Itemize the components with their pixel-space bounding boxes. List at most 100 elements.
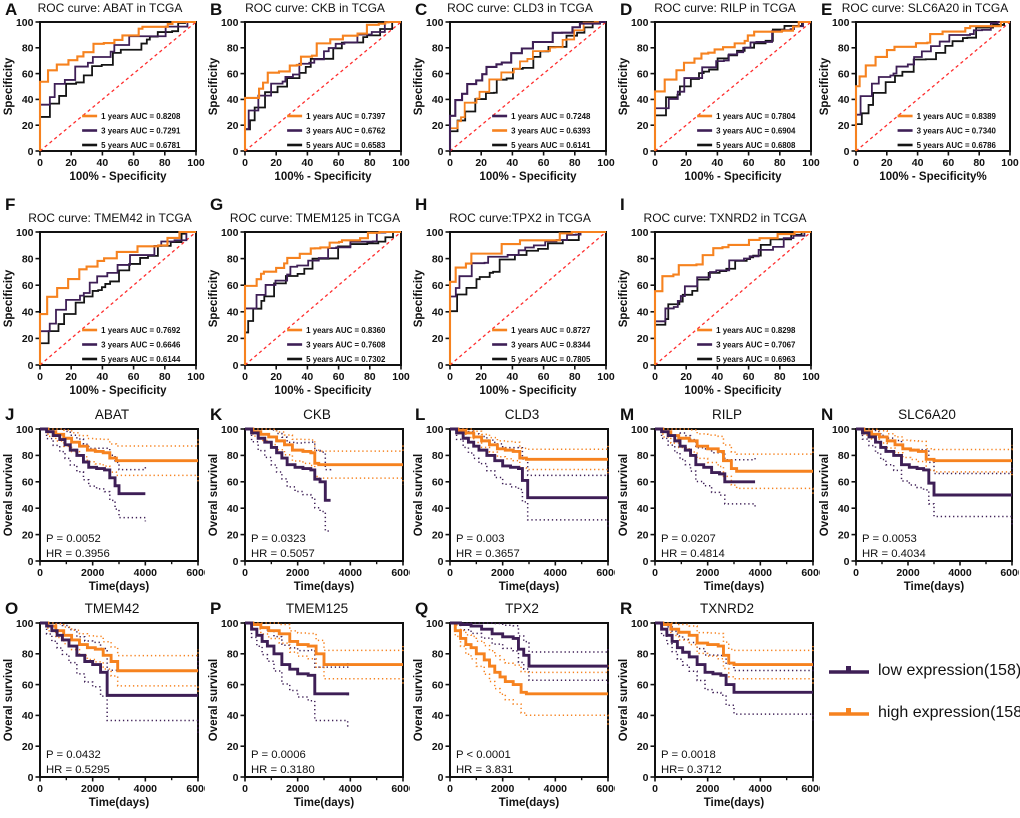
svg-text:80: 80	[637, 42, 649, 54]
svg-text:20: 20	[65, 371, 77, 383]
svg-text:0: 0	[37, 567, 43, 579]
svg-text:40: 40	[97, 157, 109, 169]
svg-text:80: 80	[838, 450, 850, 462]
svg-text:P = 0.0323: P = 0.0323	[251, 533, 306, 545]
svg-text:4000: 4000	[749, 567, 773, 579]
svg-text:20: 20	[637, 741, 649, 753]
svg-text:Time(days): Time(days)	[704, 581, 765, 593]
svg-text:40: 40	[302, 157, 314, 169]
svg-text:Specificity: Specificity	[618, 57, 630, 115]
svg-text:80: 80	[637, 648, 649, 660]
svg-text:80: 80	[838, 42, 850, 54]
svg-text:100: 100	[631, 424, 649, 436]
svg-text:HR = 0.4814: HR = 0.4814	[661, 548, 725, 560]
svg-text:100: 100	[16, 618, 34, 630]
svg-text:20: 20	[227, 529, 239, 541]
svg-text:40: 40	[302, 371, 314, 383]
svg-text:20: 20	[22, 333, 34, 345]
roc-panel-F: F ROC curve: TMEM42 in TCGA 0 20 40 60 80 100 0 2…	[3, 196, 205, 404]
svg-text:60: 60	[538, 371, 550, 383]
figure-legend: low expression(158) high expression(158)	[826, 662, 1020, 746]
panel-letter-I: I	[620, 195, 625, 214]
svg-text:100: 100	[597, 371, 615, 383]
svg-text:100: 100	[802, 157, 820, 169]
svg-text:0: 0	[643, 771, 649, 783]
svg-text:3 years AUC = 0.7608: 3 years AUC = 0.7608	[306, 340, 386, 349]
svg-text:100: 100	[631, 618, 649, 630]
svg-text:60: 60	[637, 280, 649, 292]
svg-text:40: 40	[227, 94, 239, 106]
svg-text:2000: 2000	[491, 783, 515, 795]
svg-text:80: 80	[637, 450, 649, 462]
svg-text:3 years AUC = 0.7291: 3 years AUC = 0.7291	[101, 126, 181, 135]
svg-text:3 years AUC = 0.6393: 3 years AUC = 0.6393	[511, 126, 591, 135]
svg-text:Specificity: Specificity	[819, 57, 831, 115]
svg-text:40: 40	[432, 503, 444, 515]
svg-text:80: 80	[159, 371, 171, 383]
svg-text:80: 80	[227, 648, 239, 660]
roc-plot-G: 0 20 40 60 80 100 0 20 40 60 80 100 100% - Specifici…	[208, 227, 410, 397]
svg-text:Overal survival: Overal survival	[618, 453, 630, 535]
svg-text:60: 60	[637, 679, 649, 691]
panel-title-K: CKB	[303, 407, 331, 422]
svg-text:HR= 0.3712: HR= 0.3712	[661, 764, 722, 776]
svg-text:40: 40	[22, 503, 34, 515]
svg-text:80: 80	[774, 157, 786, 169]
svg-text:100% - Specificity: 100% - Specificity	[274, 385, 372, 397]
svg-text:5 years AUC = 0.6141: 5 years AUC = 0.6141	[511, 141, 591, 150]
svg-text:5 years AUC = 0.7805: 5 years AUC = 0.7805	[511, 355, 591, 364]
roc-plot-F: 0 20 40 60 80 100 0 20 40 60 80 100 100% - Specifici…	[3, 227, 205, 397]
svg-text:80: 80	[973, 157, 985, 169]
panel-title-O: TMEM42	[84, 601, 140, 616]
svg-text:0: 0	[438, 359, 444, 371]
roc-panel-B: B ROC curve: CKB in TCGA 0 20 40 60 80 100 0 20 40…	[208, 1, 410, 195]
svg-text:Time(days): Time(days)	[704, 797, 765, 809]
svg-text:40: 40	[22, 94, 34, 106]
svg-text:60: 60	[22, 476, 34, 488]
svg-text:80: 80	[159, 157, 171, 169]
svg-text:40: 40	[22, 306, 34, 318]
panel-title-M: RILP	[711, 407, 742, 422]
svg-text:5 years AUC = 0.7302: 5 years AUC = 0.7302	[306, 355, 386, 364]
svg-text:80: 80	[569, 157, 581, 169]
svg-text:100: 100	[16, 227, 34, 239]
svg-text:20: 20	[637, 529, 649, 541]
svg-text:80: 80	[364, 371, 376, 383]
svg-text:0: 0	[242, 783, 248, 795]
legend-label-high: high expression(158)	[878, 704, 1020, 721]
low-expression-line-icon	[829, 666, 869, 674]
svg-text:60: 60	[743, 371, 755, 383]
svg-text:20: 20	[432, 120, 444, 132]
svg-text:1 years AUC = 0.8360: 1 years AUC = 0.8360	[306, 326, 386, 335]
svg-text:100: 100	[1001, 157, 1019, 169]
svg-text:40: 40	[637, 306, 649, 318]
svg-text:0: 0	[37, 371, 43, 383]
roc-plot-I: 0 20 40 60 80 100 0 20 40 60 80 100 100% - Specifici…	[618, 227, 820, 397]
svg-text:P = 0.0018: P = 0.0018	[661, 749, 716, 761]
panel-letter-G: G	[210, 195, 224, 214]
svg-text:P = 0.003: P = 0.003	[456, 533, 504, 545]
svg-text:1 years AUC = 0.7692: 1 years AUC = 0.7692	[101, 326, 181, 335]
svg-text:P = 0.0053: P = 0.0053	[862, 533, 917, 545]
svg-text:0: 0	[447, 371, 453, 383]
panel-title-C: ROC curve: CLD3 in TCGA	[447, 1, 593, 15]
svg-text:Overal survival: Overal survival	[413, 658, 425, 740]
roc-plot-B: 0 20 40 60 80 100 0 20 40 60 80 100 100% - Specifici…	[208, 17, 410, 183]
svg-text:Time(days): Time(days)	[294, 797, 355, 809]
svg-text:5 years AUC = 0.6786: 5 years AUC = 0.6786	[917, 141, 997, 150]
svg-text:80: 80	[22, 648, 34, 660]
svg-text:5 years AUC = 0.6963: 5 years AUC = 0.6963	[716, 355, 796, 364]
panel-title-B: ROC curve: CKB in TCGA	[245, 1, 385, 15]
svg-text:P = 0.0432: P = 0.0432	[46, 749, 101, 761]
svg-text:40: 40	[838, 94, 850, 106]
panel-title-L: CLD3	[504, 407, 540, 422]
panel-letter-M: M	[620, 405, 635, 424]
svg-text:40: 40	[712, 157, 724, 169]
panel-letter-D: D	[620, 0, 633, 19]
svg-text:40: 40	[227, 503, 239, 515]
svg-text:Specificity: Specificity	[618, 269, 630, 327]
